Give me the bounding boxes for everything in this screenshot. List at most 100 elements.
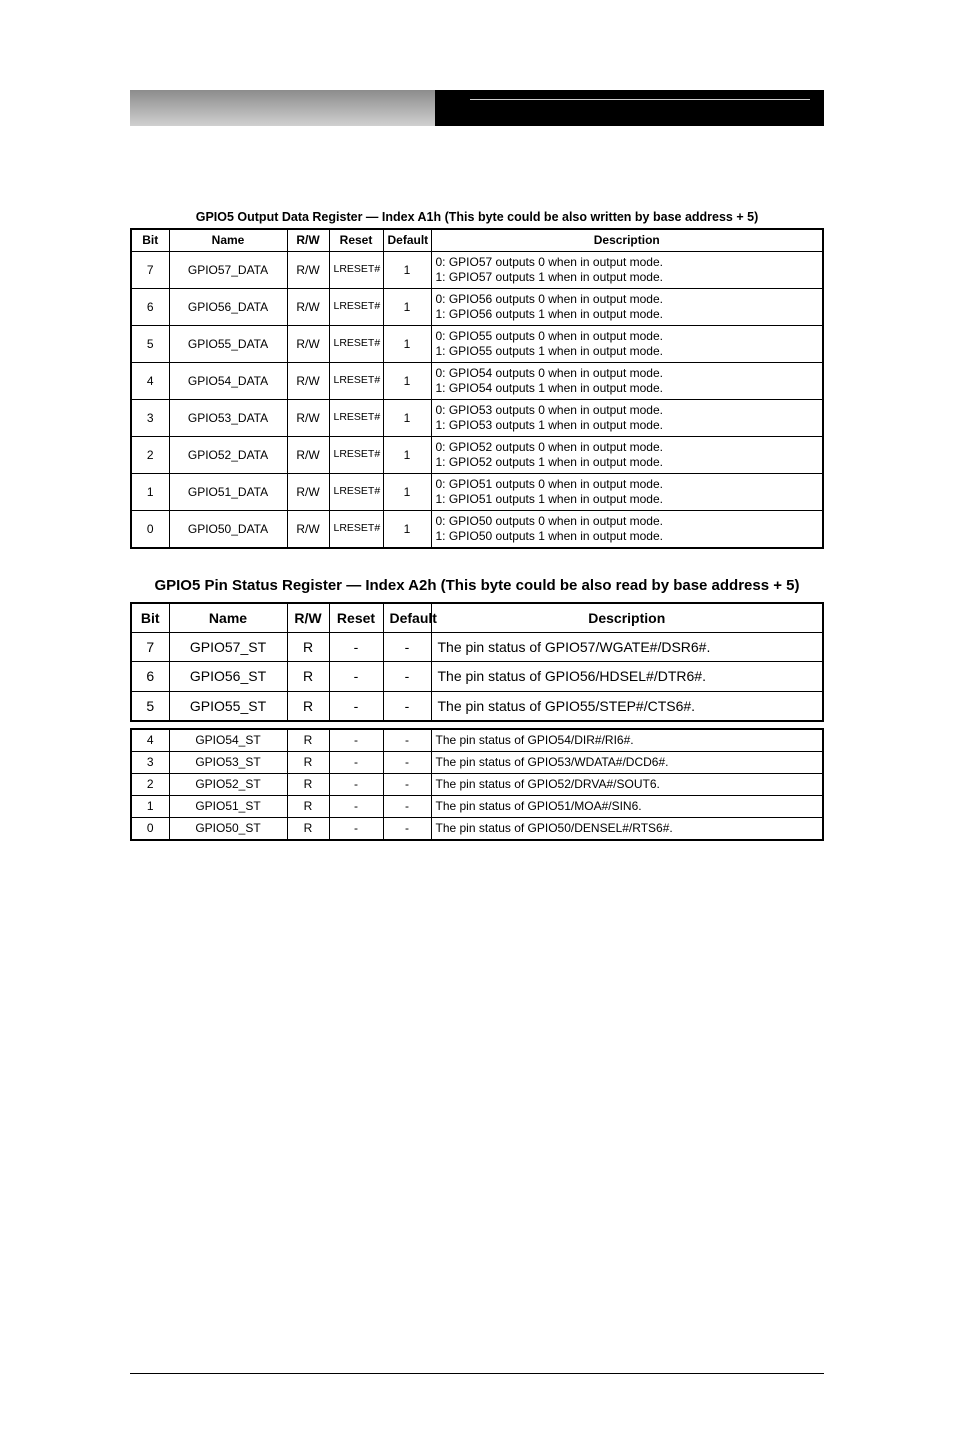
cell-bit: 3 <box>131 400 169 437</box>
cell-default: 1 <box>383 437 431 474</box>
cell-default: 1 <box>383 400 431 437</box>
cell-bit: 5 <box>131 326 169 363</box>
cell-reset: - <box>329 691 383 721</box>
cell-description: The pin status of GPIO54/DIR#/RI6#. <box>431 729 823 752</box>
cell-bit: 4 <box>131 363 169 400</box>
th2-reset: Reset <box>329 603 383 633</box>
cell-reset: - <box>329 633 383 662</box>
cell-reset: - <box>329 795 383 817</box>
table1-row: 7GPIO57_DATAR/WLRESET#10: GPIO57 outputs… <box>131 252 823 289</box>
table1-row: 5GPIO55_DATAR/WLRESET#10: GPIO55 outputs… <box>131 326 823 363</box>
cell-default: - <box>383 633 431 662</box>
cell-default: 1 <box>383 289 431 326</box>
cell-default: - <box>383 729 431 752</box>
table2b-row: 2GPIO52_STR--The pin status of GPIO52/DR… <box>131 773 823 795</box>
cell-rw: R/W <box>287 326 329 363</box>
cell-default: - <box>383 773 431 795</box>
cell-description: The pin status of GPIO52/DRVA#/SOUT6. <box>431 773 823 795</box>
cell-description: 0: GPIO55 outputs 0 when in output mode.… <box>431 326 823 363</box>
cell-description: 0: GPIO57 outputs 0 when in output mode.… <box>431 252 823 289</box>
header-bars <box>130 90 824 126</box>
table2a-row: 7GPIO57_STR--The pin status of GPIO57/WG… <box>131 633 823 662</box>
page: GPIO5 Output Data Register — Index A1h (… <box>0 0 954 1434</box>
table1-row: 1GPIO51_DATAR/WLRESET#10: GPIO51 outputs… <box>131 474 823 511</box>
cell-reset: - <box>329 817 383 840</box>
table1: Bit Name R/W Reset Default Description 7… <box>130 228 824 549</box>
table2b: 4GPIO54_STR--The pin status of GPIO54/DI… <box>130 728 824 841</box>
cell-reset: - <box>329 662 383 691</box>
cell-reset: - <box>329 751 383 773</box>
cell-description: The pin status of GPIO53/WDATA#/DCD6#. <box>431 751 823 773</box>
cell-rw: R <box>287 795 329 817</box>
cell-description: The pin status of GPIO56/HDSEL#/DTR6#. <box>431 662 823 691</box>
cell-name: GPIO53_ST <box>169 751 287 773</box>
cell-rw: R <box>287 773 329 795</box>
cell-bit: 0 <box>131 511 169 549</box>
th2-default: Default <box>383 603 431 633</box>
cell-description: The pin status of GPIO50/DENSEL#/RTS6#. <box>431 817 823 840</box>
cell-description: 0: GPIO53 outputs 0 when in output mode.… <box>431 400 823 437</box>
cell-name: GPIO50_ST <box>169 817 287 840</box>
cell-name: GPIO57_ST <box>169 633 287 662</box>
cell-reset: LRESET# <box>329 326 383 363</box>
table2b-row: 0GPIO50_STR--The pin status of GPIO50/DE… <box>131 817 823 840</box>
th-bit: Bit <box>131 229 169 252</box>
cell-rw: R <box>287 691 329 721</box>
cell-description: The pin status of GPIO51/MOA#/SIN6. <box>431 795 823 817</box>
th-reset: Reset <box>329 229 383 252</box>
table2b-row: 4GPIO54_STR--The pin status of GPIO54/DI… <box>131 729 823 752</box>
cell-name: GPIO56_DATA <box>169 289 287 326</box>
cell-name: GPIO54_ST <box>169 729 287 752</box>
cell-default: 1 <box>383 326 431 363</box>
cell-default: 1 <box>383 474 431 511</box>
cell-name: GPIO57_DATA <box>169 252 287 289</box>
cell-name: GPIO56_ST <box>169 662 287 691</box>
th2-bit: Bit <box>131 603 169 633</box>
table1-row: 2GPIO52_DATAR/WLRESET#10: GPIO52 outputs… <box>131 437 823 474</box>
cell-name: GPIO50_DATA <box>169 511 287 549</box>
table2-header-row: Bit Name R/W Reset Default Description <box>131 603 823 633</box>
cell-default: - <box>383 751 431 773</box>
cell-bit: 0 <box>131 817 169 840</box>
table2-caption: GPIO5 Pin Status Register — Index A2h (T… <box>130 577 824 594</box>
cell-description: 0: GPIO56 outputs 0 when in output mode.… <box>431 289 823 326</box>
cell-name: GPIO53_DATA <box>169 400 287 437</box>
table1-row: 4GPIO54_DATAR/WLRESET#10: GPIO54 outputs… <box>131 363 823 400</box>
th-description: Description <box>431 229 823 252</box>
cell-rw: R <box>287 729 329 752</box>
cell-reset: LRESET# <box>329 474 383 511</box>
table1-row: 3GPIO53_DATAR/WLRESET#10: GPIO53 outputs… <box>131 400 823 437</box>
cell-default: - <box>383 817 431 840</box>
cell-bit: 3 <box>131 751 169 773</box>
table2b-row: 3GPIO53_STR--The pin status of GPIO53/WD… <box>131 751 823 773</box>
cell-description: 0: GPIO51 outputs 0 when in output mode.… <box>431 474 823 511</box>
cell-description: 0: GPIO50 outputs 0 when in output mode.… <box>431 511 823 549</box>
cell-rw: R <box>287 662 329 691</box>
cell-default: 1 <box>383 252 431 289</box>
th-rw: R/W <box>287 229 329 252</box>
cell-bit: 2 <box>131 773 169 795</box>
cell-bit: 1 <box>131 795 169 817</box>
cell-bit: 4 <box>131 729 169 752</box>
cell-bit: 1 <box>131 474 169 511</box>
cell-name: GPIO55_DATA <box>169 326 287 363</box>
cell-description: The pin status of GPIO55/STEP#/CTS6#. <box>431 691 823 721</box>
cell-name: GPIO52_DATA <box>169 437 287 474</box>
cell-default: 1 <box>383 511 431 549</box>
cell-reset: LRESET# <box>329 400 383 437</box>
cell-rw: R/W <box>287 363 329 400</box>
cell-description: The pin status of GPIO57/WGATE#/DSR6#. <box>431 633 823 662</box>
table2a-row: 5GPIO55_STR--The pin status of GPIO55/ST… <box>131 691 823 721</box>
cell-bit: 7 <box>131 633 169 662</box>
th2-rw: R/W <box>287 603 329 633</box>
cell-name: GPIO54_DATA <box>169 363 287 400</box>
cell-default: 1 <box>383 363 431 400</box>
cell-description: 0: GPIO54 outputs 0 when in output mode.… <box>431 363 823 400</box>
cell-name: GPIO52_ST <box>169 773 287 795</box>
cell-name: GPIO55_ST <box>169 691 287 721</box>
cell-rw: R/W <box>287 400 329 437</box>
table1-row: 6GPIO56_DATAR/WLRESET#10: GPIO56 outputs… <box>131 289 823 326</box>
cell-rw: R/W <box>287 437 329 474</box>
th-name: Name <box>169 229 287 252</box>
cell-rw: R/W <box>287 474 329 511</box>
